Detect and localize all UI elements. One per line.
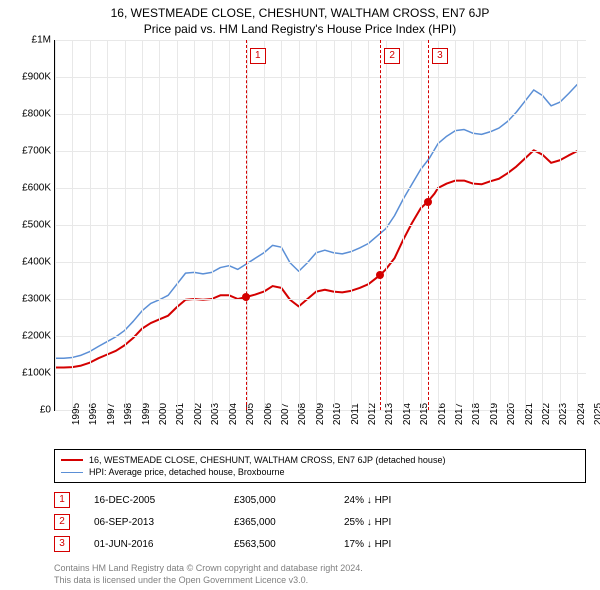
gridline-horizontal: [55, 225, 586, 226]
footnote: Contains HM Land Registry data © Crown c…: [54, 563, 586, 586]
legend-swatch: [61, 459, 83, 461]
gridline-vertical: [490, 40, 491, 410]
gridline-vertical: [473, 40, 474, 410]
gridline-vertical: [577, 40, 578, 410]
gridline-vertical: [316, 40, 317, 410]
gridline-horizontal: [55, 336, 586, 337]
sales-diff: 25% ↓ HPI: [344, 517, 586, 528]
y-axis-label: £500K: [22, 220, 55, 231]
gridline-vertical: [299, 40, 300, 410]
gridline-vertical: [194, 40, 195, 410]
y-axis-label: £1M: [32, 35, 55, 46]
y-axis-label: £100K: [22, 368, 55, 379]
sales-flag-box: 3: [54, 536, 70, 552]
gridline-vertical: [72, 40, 73, 410]
legend-label: HPI: Average price, detached house, Brox…: [89, 467, 284, 477]
chart-plot-area: £0£100K£200K£300K£400K£500K£600K£700K£80…: [54, 40, 586, 411]
footnote-line: Contains HM Land Registry data © Crown c…: [54, 563, 586, 575]
gridline-vertical: [281, 40, 282, 410]
gridline-horizontal: [55, 262, 586, 263]
sales-price: £365,000: [234, 517, 344, 528]
gridline-vertical: [421, 40, 422, 410]
sales-row: 1 16-DEC-2005£305,00024% ↓ HPI: [54, 489, 586, 511]
sale-flag: 2: [384, 48, 400, 64]
y-axis-label: £200K: [22, 331, 55, 342]
y-axis-label: £0: [40, 405, 55, 416]
gridline-vertical: [177, 40, 178, 410]
sales-date: 16-DEC-2005: [94, 495, 234, 506]
y-axis-label: £400K: [22, 257, 55, 268]
sale-marker-dot: [242, 293, 250, 301]
footnote-line: This data is licensed under the Open Gov…: [54, 575, 586, 587]
y-axis-label: £300K: [22, 294, 55, 305]
legend-row: 16, WESTMEADE CLOSE, CHESHUNT, WALTHAM C…: [61, 454, 579, 466]
gridline-horizontal: [55, 151, 586, 152]
chart-title: 16, WESTMEADE CLOSE, CHESHUNT, WALTHAM C…: [0, 0, 600, 20]
sales-table: 1 16-DEC-2005£305,00024% ↓ HPI 2 06-SEP-201…: [54, 489, 586, 555]
sales-diff: 24% ↓ HPI: [344, 495, 586, 506]
gridline-vertical: [107, 40, 108, 410]
gridline-vertical: [508, 40, 509, 410]
sale-marker-dot: [424, 198, 432, 206]
sales-date: 06-SEP-2013: [94, 517, 234, 528]
sales-date: 01-JUN-2016: [94, 539, 234, 550]
gridline-vertical: [403, 40, 404, 410]
sale-vertical-line: [246, 40, 247, 410]
legend-swatch: [61, 472, 83, 473]
gridline-vertical: [386, 40, 387, 410]
gridline-vertical: [525, 40, 526, 410]
gridline-vertical: [229, 40, 230, 410]
legend-label: 16, WESTMEADE CLOSE, CHESHUNT, WALTHAM C…: [89, 455, 445, 465]
chart-subtitle: Price paid vs. HM Land Registry's House …: [0, 20, 600, 40]
gridline-vertical: [334, 40, 335, 410]
chart-legend: 16, WESTMEADE CLOSE, CHESHUNT, WALTHAM C…: [54, 449, 586, 483]
sale-vertical-line: [380, 40, 381, 410]
y-axis-label: £800K: [22, 109, 55, 120]
gridline-vertical: [55, 40, 56, 410]
gridline-vertical: [142, 40, 143, 410]
sales-price: £563,500: [234, 539, 344, 550]
sales-flag-box: 1: [54, 492, 70, 508]
sale-vertical-line: [428, 40, 429, 410]
sales-diff: 17% ↓ HPI: [344, 539, 586, 550]
sale-flag: 1: [250, 48, 266, 64]
gridline-vertical: [455, 40, 456, 410]
sales-row: 2 06-SEP-2013£365,00025% ↓ HPI: [54, 511, 586, 533]
gridline-vertical: [368, 40, 369, 410]
sale-marker-dot: [376, 271, 384, 279]
gridline-horizontal: [55, 40, 586, 41]
gridline-vertical: [125, 40, 126, 410]
sale-flag: 3: [432, 48, 448, 64]
gridline-vertical: [90, 40, 91, 410]
y-axis-label: £900K: [22, 72, 55, 83]
gridline-horizontal: [55, 299, 586, 300]
y-axis-label: £600K: [22, 183, 55, 194]
gridline-vertical: [351, 40, 352, 410]
sales-price: £305,000: [234, 495, 344, 506]
sales-row: 3 01-JUN-2016£563,50017% ↓ HPI: [54, 533, 586, 555]
x-axis-label: 2025: [577, 403, 600, 425]
y-axis-label: £700K: [22, 146, 55, 157]
gridline-vertical: [212, 40, 213, 410]
gridline-horizontal: [55, 188, 586, 189]
gridline-vertical: [159, 40, 160, 410]
gridline-vertical: [264, 40, 265, 410]
gridline-horizontal: [55, 114, 586, 115]
gridline-horizontal: [55, 77, 586, 78]
gridline-horizontal: [55, 373, 586, 374]
gridline-vertical: [438, 40, 439, 410]
sales-flag-box: 2: [54, 514, 70, 530]
gridline-vertical: [560, 40, 561, 410]
legend-row: HPI: Average price, detached house, Brox…: [61, 466, 579, 478]
gridline-vertical: [542, 40, 543, 410]
